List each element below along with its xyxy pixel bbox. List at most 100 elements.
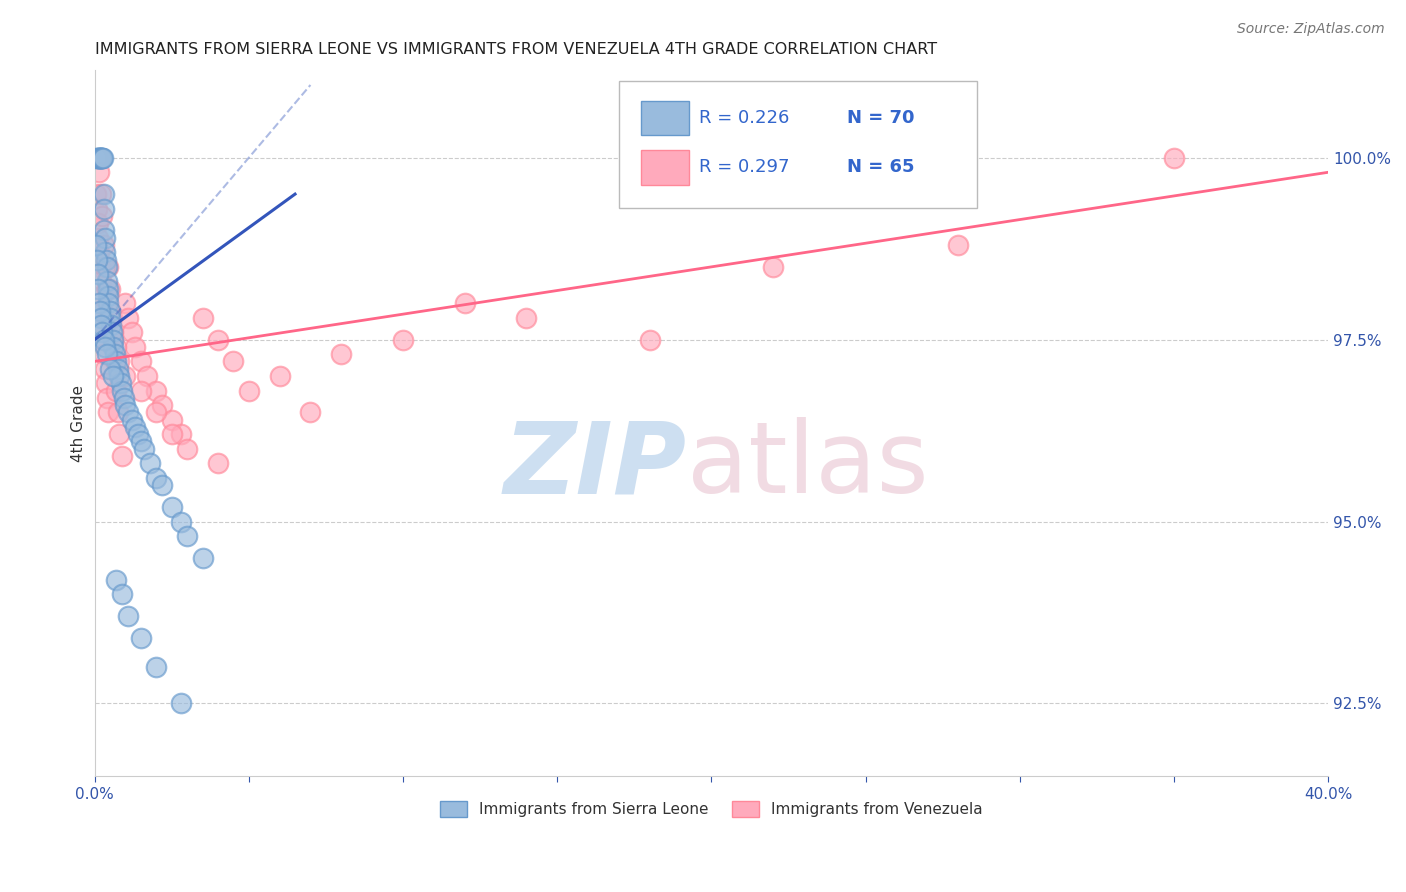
Point: [117, 310, 139, 325]
Point: [170, 515, 193, 529]
Point: [105, 573, 128, 587]
Point: [89, 245, 111, 260]
Point: [145, 405, 167, 419]
Point: [86, 202, 108, 216]
Point: [91, 209, 114, 223]
Point: [93, 223, 115, 237]
Point: [93, 202, 115, 216]
Point: [96, 274, 118, 288]
Point: [93, 333, 115, 347]
Point: [207, 456, 229, 470]
Point: [101, 326, 124, 340]
Point: [160, 500, 183, 514]
Point: [96, 282, 118, 296]
Point: [84, 151, 107, 165]
Point: [96, 260, 118, 274]
Point: [90, 151, 112, 165]
Point: [176, 442, 198, 456]
Point: [98, 303, 121, 318]
Point: [238, 384, 260, 398]
Point: [170, 697, 193, 711]
Point: [129, 354, 152, 368]
Point: [94, 361, 117, 376]
Point: [129, 631, 152, 645]
Point: [97, 296, 120, 310]
Text: ZIP: ZIP: [503, 417, 686, 514]
Point: [392, 333, 415, 347]
Point: [170, 427, 193, 442]
Point: [299, 405, 322, 419]
Point: [145, 660, 167, 674]
Point: [104, 347, 127, 361]
Point: [121, 326, 143, 340]
Point: [97, 289, 120, 303]
Point: [136, 369, 159, 384]
Point: [94, 340, 117, 354]
Point: [86, 267, 108, 281]
Point: [94, 231, 117, 245]
Point: [89, 151, 111, 165]
Point: [101, 333, 124, 347]
Point: [105, 340, 128, 354]
Point: [191, 310, 214, 325]
Point: [89, 165, 111, 179]
Point: [160, 412, 183, 426]
Point: [152, 478, 174, 492]
Text: atlas: atlas: [686, 417, 928, 514]
Point: [89, 303, 111, 318]
Point: [107, 405, 129, 419]
Point: [114, 296, 136, 310]
Point: [515, 310, 537, 325]
Point: [117, 405, 139, 419]
Point: [111, 384, 134, 398]
Y-axis label: 4th Grade: 4th Grade: [72, 384, 86, 462]
Point: [145, 471, 167, 485]
Point: [90, 289, 112, 303]
Point: [93, 333, 115, 347]
Point: [89, 260, 111, 274]
Point: [90, 151, 112, 165]
FancyBboxPatch shape: [619, 81, 977, 208]
Text: N = 70: N = 70: [846, 109, 914, 127]
Point: [87, 282, 110, 296]
Point: [91, 303, 114, 318]
Point: [90, 151, 112, 165]
Point: [96, 252, 118, 267]
Point: [127, 427, 149, 442]
Point: [762, 260, 785, 274]
Point: [114, 398, 136, 412]
Point: [129, 384, 152, 398]
Point: [124, 340, 146, 354]
Text: R = 0.297: R = 0.297: [699, 158, 790, 176]
Point: [96, 282, 118, 296]
Point: [105, 354, 128, 368]
Point: [111, 587, 134, 601]
Point: [100, 318, 122, 332]
Point: [98, 303, 121, 318]
Point: [91, 151, 114, 165]
Point: [112, 391, 135, 405]
Point: [108, 427, 131, 442]
Point: [86, 252, 108, 267]
Point: [114, 369, 136, 384]
Point: [330, 347, 353, 361]
Point: [97, 260, 120, 274]
Point: [87, 151, 110, 165]
Point: [89, 151, 111, 165]
Text: R = 0.226: R = 0.226: [699, 109, 789, 127]
Point: [269, 369, 291, 384]
Point: [152, 398, 174, 412]
Point: [96, 347, 118, 361]
Point: [94, 245, 117, 260]
Point: [86, 151, 108, 165]
Point: [101, 333, 124, 347]
Point: [87, 231, 110, 245]
Point: [638, 333, 661, 347]
Point: [111, 449, 134, 463]
Point: [84, 187, 107, 202]
FancyBboxPatch shape: [641, 150, 689, 185]
Point: [98, 361, 121, 376]
Point: [84, 238, 107, 252]
Point: [946, 238, 969, 252]
Point: [207, 333, 229, 347]
